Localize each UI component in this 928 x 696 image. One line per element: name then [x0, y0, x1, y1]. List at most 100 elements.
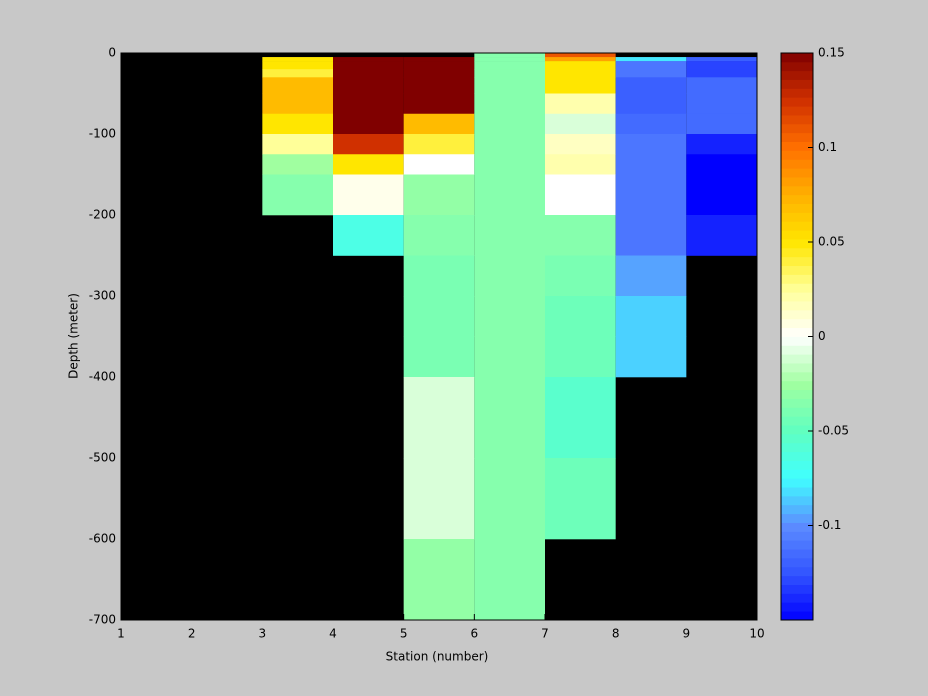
heatmap-cell: [262, 134, 333, 155]
heatmap-cell: [403, 113, 475, 135]
heatmap-cell: [474, 69, 545, 78]
heatmap-cell: [545, 113, 616, 135]
colorbar-band: [781, 416, 813, 426]
colorbar-band: [781, 611, 813, 621]
heatmap-cell: [403, 336, 475, 378]
y-tick-label: -500: [89, 451, 116, 465]
colorbar-band: [781, 283, 813, 293]
heatmap-cell: [403, 57, 475, 62]
colorbar-band: [781, 221, 813, 231]
colorbar-band: [781, 584, 813, 594]
heatmap-cell: [474, 93, 545, 115]
heatmap-cell: [474, 77, 545, 94]
colorbar-band: [781, 168, 813, 178]
colorbar-band: [781, 522, 813, 532]
colorbar-band: [781, 566, 813, 577]
colorbar-band: [781, 256, 813, 267]
x-tick-label: 10: [749, 627, 764, 641]
colorbar-band: [781, 132, 813, 142]
heatmap-cell: [474, 539, 545, 621]
colorbar-tick-label: 0.1: [818, 140, 837, 154]
x-tick-label: 7: [541, 627, 549, 641]
heatmap-cell: [262, 93, 333, 115]
colorbar-band: [781, 425, 813, 435]
heatmap-cell: [403, 377, 475, 459]
heatmap-cell: [615, 336, 687, 378]
heatmap-cell: [545, 61, 616, 70]
heatmap-cell: [474, 154, 545, 175]
heatmap-cell: [474, 296, 545, 337]
colorbar-band: [781, 327, 813, 337]
heatmap-cell: [545, 336, 616, 378]
plot-frame: [120, 52, 758, 621]
colorbar-band: [781, 106, 813, 116]
colorbar-band: [781, 247, 813, 258]
heatmap-cell: [403, 69, 475, 78]
colorbar-band: [781, 123, 813, 134]
colorbar-band: [781, 407, 813, 417]
heatmap-cell: [686, 154, 757, 175]
y-tick-label: -300: [89, 289, 116, 303]
heatmap-cell: [403, 255, 475, 297]
heatmap-cell: [262, 61, 333, 70]
colorbar-band: [781, 469, 813, 479]
x-tick-label: 6: [471, 627, 479, 641]
heatmap-cell: [686, 113, 757, 135]
y-tick-label: -200: [89, 208, 116, 222]
heatmap-cell: [686, 174, 757, 216]
x-tick-label: 4: [329, 627, 337, 641]
heatmap-cell: [686, 215, 757, 256]
heatmap-cell: [686, 69, 757, 78]
heatmap-cell: [545, 53, 616, 58]
colorbar-band: [781, 504, 813, 515]
colorbar-band: [781, 159, 813, 169]
heatmap-cell: [615, 154, 687, 175]
heatmap-cell: [474, 377, 545, 459]
x-tick-label: 9: [683, 627, 691, 641]
colorbar-band: [781, 203, 813, 213]
colorbar-band: [781, 212, 813, 222]
heatmap-cell: [615, 174, 687, 216]
heatmap-cell: [333, 93, 404, 115]
heatmap-cell: [474, 174, 545, 216]
heatmap-cell: [686, 134, 757, 155]
colorbar-band: [781, 540, 813, 550]
colorbar-tick-label: -0.05: [818, 424, 849, 438]
x-tick-label: 1: [117, 627, 125, 641]
heatmap-cell: [333, 174, 404, 216]
heatmap-cell: [333, 215, 404, 256]
y-tick-label: -600: [89, 532, 116, 546]
colorbar-band: [781, 557, 813, 568]
colorbar-band: [781, 230, 813, 240]
heatmap-cell: [262, 113, 333, 135]
colorbar-tick-label: -0.1: [818, 518, 841, 532]
heatmap-cell: [615, 215, 687, 256]
x-axis-label: Station (number): [386, 650, 489, 664]
y-axis-label: Depth (meter): [67, 293, 81, 379]
heatmap-cell: [403, 61, 475, 70]
colorbar-band: [781, 451, 813, 461]
heatmap-cell: [615, 296, 687, 337]
y-tick-label: -100: [89, 127, 116, 141]
heatmap-cell: [615, 134, 687, 155]
x-tick-label: 8: [612, 627, 620, 641]
heatmap-cell: [333, 61, 404, 70]
colorbar-tick-label: 0.05: [818, 235, 845, 249]
heatmap-cell: [615, 61, 687, 70]
heatmap-cell: [403, 296, 475, 337]
colorbar-band: [781, 265, 813, 275]
colorbar-band: [781, 318, 813, 329]
colorbar-band: [781, 274, 813, 284]
colorbar-band: [781, 141, 813, 151]
heatmap-cell: [262, 154, 333, 175]
colorbar-band: [781, 478, 813, 488]
heatmap-cell: [686, 93, 757, 115]
heatmap-cell: [333, 77, 404, 94]
colorbar-tick-label: 0: [818, 329, 826, 343]
heatmap-cell: [333, 69, 404, 78]
heatmap-cell: [545, 57, 616, 62]
colorbar-band: [781, 398, 813, 408]
heatmap-cell: [615, 69, 687, 78]
colorbar-band: [781, 336, 813, 346]
colorbar-band: [781, 495, 813, 506]
